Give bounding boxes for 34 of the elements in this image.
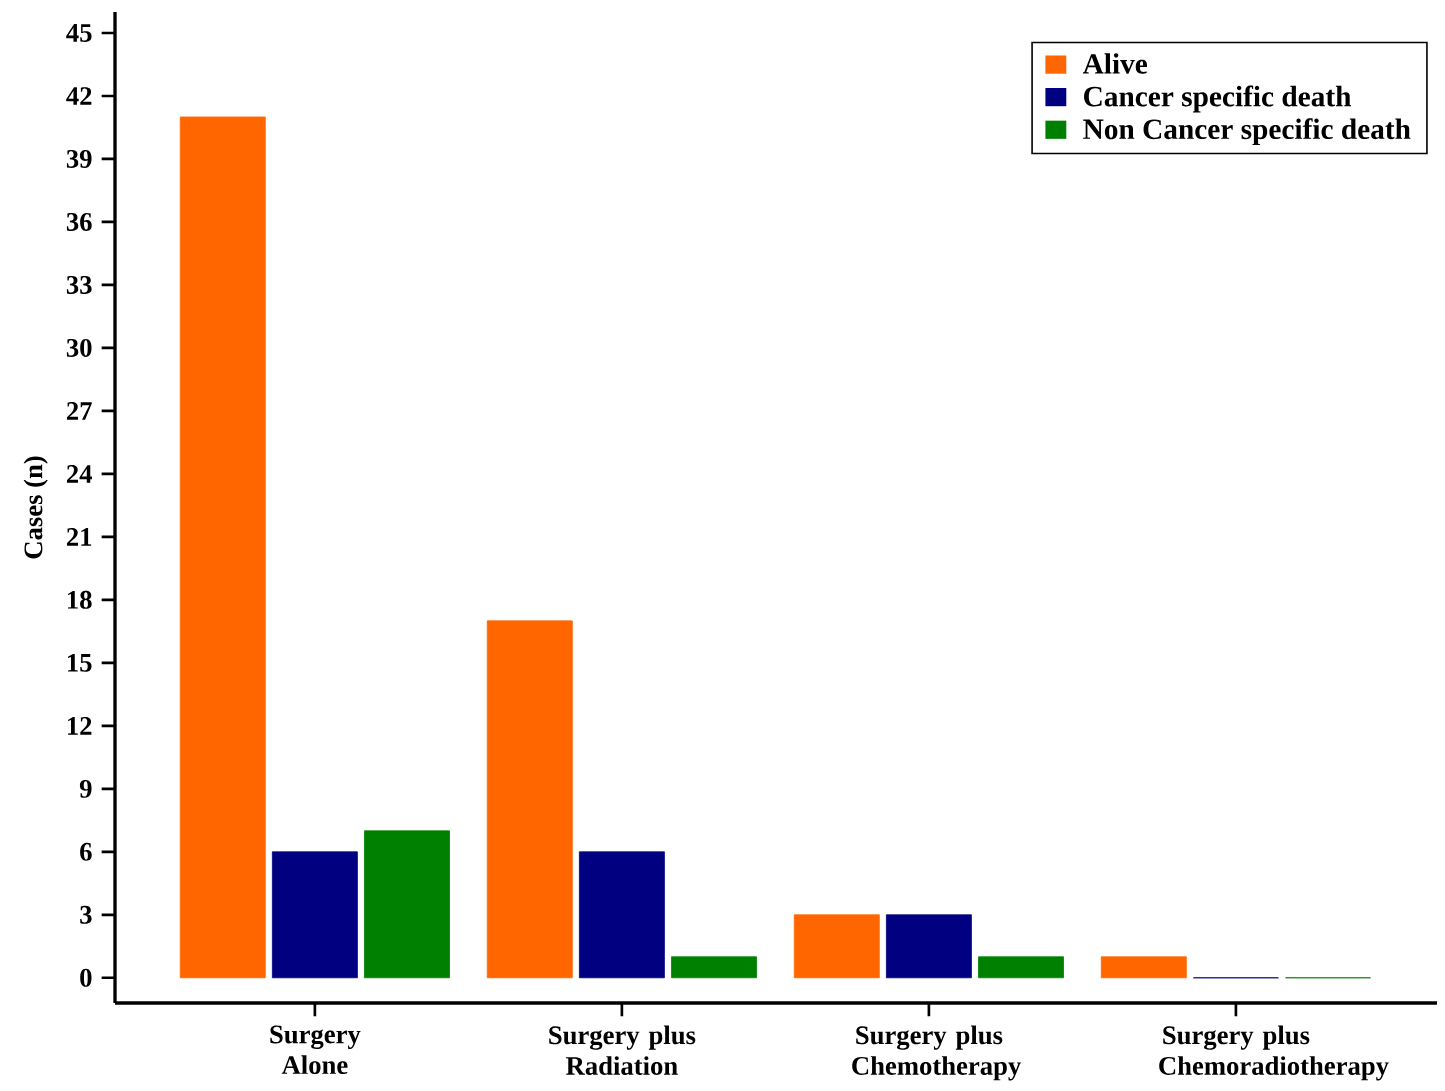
y-tick-label: 30 [66, 338, 92, 357]
bar [271, 851, 358, 979]
bar [885, 914, 972, 979]
y-tick-label: 36 [66, 212, 92, 231]
y-tick-label: 33 [66, 275, 92, 294]
bar [793, 914, 880, 979]
y-tick-label: 15 [67, 653, 92, 672]
legend-label: Alive [1082, 53, 1148, 74]
x-tick-label: Surgery plus Radiation [549, 1025, 696, 1075]
legend-label: Non Cancer specific death [1083, 118, 1411, 146]
y-tick-label: 21 [66, 528, 92, 546]
legend-label: Cancer specific death [1084, 85, 1352, 113]
y-axis-title: Cases (n) [23, 456, 48, 559]
x-tick-label: Surgery plus Chemotherapy [852, 1025, 1021, 1081]
bar [486, 620, 573, 979]
y-tick-label: 0 [80, 968, 92, 987]
y-tick-label: 27 [66, 402, 92, 420]
bar [978, 956, 1064, 979]
bar [671, 956, 757, 979]
x-tick-label: Surgery plus Chemoradiotherapy [1159, 1025, 1389, 1081]
y-tick-label: 24 [66, 465, 93, 483]
y-tick-label: 45 [66, 24, 92, 42]
bar [1100, 956, 1187, 979]
y-tick-label: 9 [79, 779, 92, 798]
y-tick-label: 18 [67, 590, 92, 609]
y-tick-label: 39 [66, 150, 92, 168]
y-tick-label: 3 [80, 905, 92, 924]
y-tick-label: 12 [67, 717, 92, 735]
y-tick-label: 42 [66, 87, 92, 105]
bar [364, 830, 450, 979]
bar [179, 116, 266, 979]
y-tick-label: 6 [80, 842, 92, 861]
bar [578, 851, 665, 979]
x-tick-label: Surgery Alone [270, 1025, 361, 1075]
